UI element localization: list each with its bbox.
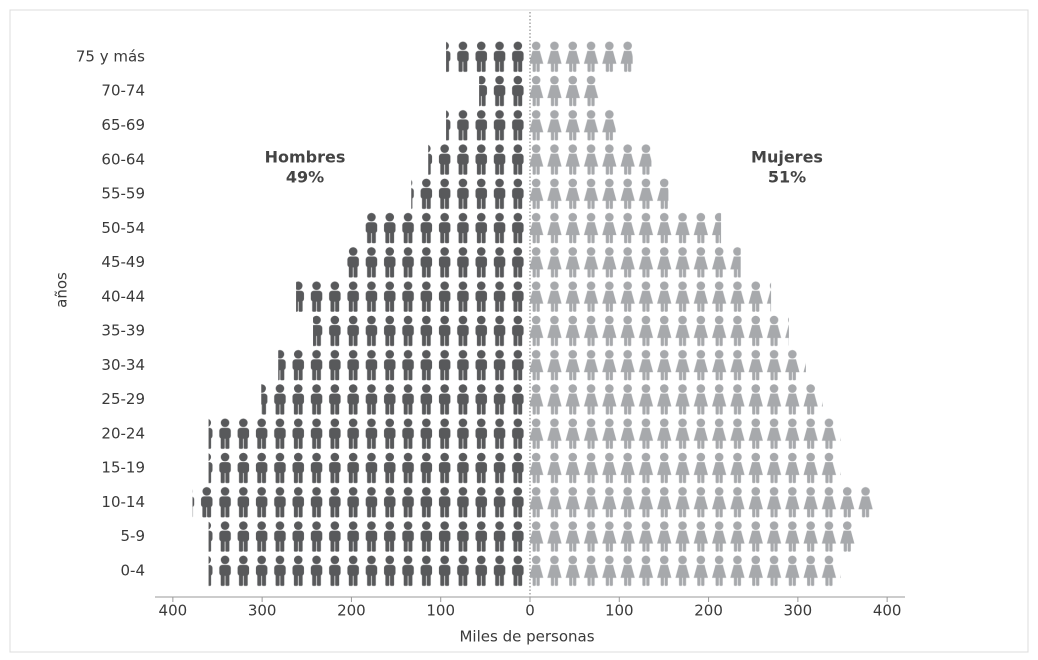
pictogram-bar [530, 485, 876, 520]
y-tick-label: 20-24 [101, 424, 145, 442]
pictogram-bar [530, 279, 772, 314]
pictogram-bar [530, 416, 841, 452]
pictogram-bar [530, 108, 616, 143]
pictogram-bar [530, 348, 806, 383]
series-share: 49% [286, 168, 324, 187]
frame [9, 9, 1029, 653]
pictogram-bar [313, 313, 530, 349]
x-tick-label: 100 [605, 602, 634, 620]
x-tick-label: 0 [525, 602, 535, 620]
y-tick-label: 10-14 [101, 493, 145, 511]
pictogram-bar [530, 451, 841, 486]
pictogram-bar [208, 519, 531, 554]
pictogram-bar [192, 485, 530, 520]
pictogram-bar [479, 74, 530, 109]
pictogram-bar [530, 313, 789, 349]
y-axis-label: años [53, 272, 71, 308]
y-tick-label: 35-39 [101, 322, 145, 340]
x-tick-label: 400 [873, 602, 902, 620]
series-label: Mujeres [751, 148, 823, 167]
pictogram-bar [530, 211, 722, 246]
x-tick-label: 200 [337, 602, 366, 620]
pictogram-bar [446, 108, 530, 143]
y-tick-label: 5-9 [121, 527, 146, 545]
pictogram-bar [530, 245, 741, 280]
pictogram-bar [530, 553, 841, 589]
pictogram-bar [361, 211, 530, 246]
pictogram-bar [530, 382, 823, 417]
x-tick-label: 300 [248, 602, 277, 620]
pictogram-bar [261, 382, 530, 417]
y-tick-label: 45-49 [101, 253, 145, 271]
x-tick-label: 400 [159, 602, 188, 620]
y-tick-label: 40-44 [101, 287, 145, 305]
pictogram-bar [530, 39, 633, 75]
pictogram-bar [345, 245, 530, 280]
pictogram-bar [208, 416, 531, 452]
pictogram-bar [530, 142, 652, 177]
pictogram-bar [296, 279, 530, 314]
pictogram-bar [530, 519, 858, 554]
pictogram-bar [411, 176, 530, 212]
y-tick-label: 50-54 [101, 219, 145, 237]
pictogram-bar [530, 74, 599, 109]
series-share: 51% [768, 168, 806, 187]
y-tick-label: 75 y más [76, 47, 145, 65]
y-tick-label: 65-69 [101, 116, 145, 134]
pictogram-bar [428, 142, 530, 177]
series-label: Hombres [265, 148, 346, 167]
x-tick-label: 200 [694, 602, 723, 620]
y-tick-label: 25-29 [101, 390, 145, 408]
y-tick-label: 30-34 [101, 356, 145, 374]
pictogram-bar [208, 553, 531, 589]
y-tick-label: 55-59 [101, 185, 145, 203]
y-tick-label: 0-4 [121, 562, 146, 580]
x-tick-label: 100 [426, 602, 455, 620]
pictogram-bar [278, 348, 530, 383]
x-tick-label: 300 [784, 602, 813, 620]
y-tick-label: 15-19 [101, 459, 145, 477]
pictogram-bar [446, 39, 530, 75]
pictogram-bar [530, 176, 669, 212]
y-tick-label: 60-64 [101, 150, 145, 168]
pictogram-bar [208, 451, 531, 486]
x-axis-label: Miles de personas [459, 628, 594, 646]
y-tick-label: 70-74 [101, 82, 145, 100]
